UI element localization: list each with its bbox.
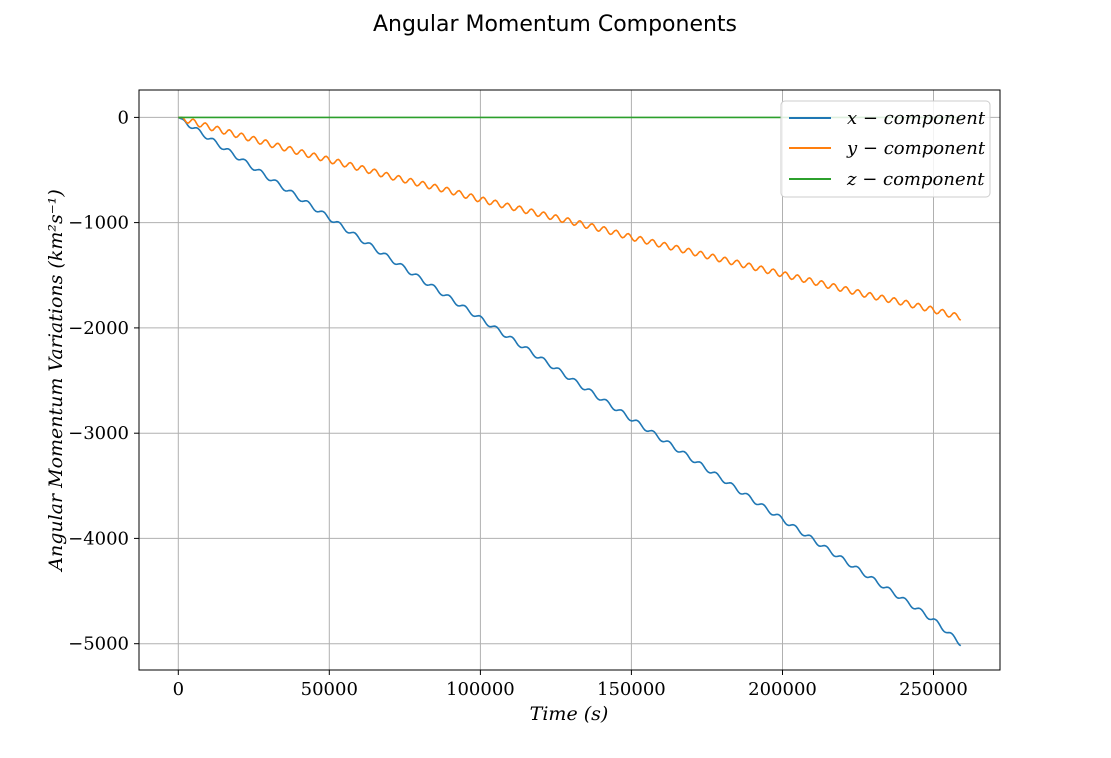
series-line-1 <box>178 116 962 321</box>
y-tick-label: −3000 <box>68 423 129 444</box>
legend-box <box>780 100 991 198</box>
y-tick-label: −2000 <box>68 318 129 339</box>
x-tick-label: 250000 <box>899 679 968 700</box>
x-axis-label: Time (s) <box>530 703 609 725</box>
x-tick-label: 50000 <box>301 679 358 700</box>
x-tick-label: 0 <box>173 679 184 700</box>
chart-title: Angular Momentum Components <box>373 12 737 37</box>
legend-label-z: z − component <box>846 169 985 190</box>
x-tick-label: 150000 <box>597 679 666 700</box>
y-tick-label: 0 <box>118 107 129 128</box>
axis-ticks: 0 50000 100000 150000 200000 250000 0 −1000 −200… <box>68 107 968 700</box>
x-tick-label: 100000 <box>446 679 515 700</box>
legend-label-x: x − component <box>847 108 986 129</box>
y-tick-label: −5000 <box>68 634 129 655</box>
legend-label-y: y − component <box>846 138 986 159</box>
plot-frame <box>138 89 1001 671</box>
y-tick-label: −4000 <box>68 528 129 549</box>
y-tick-label: −1000 <box>68 213 129 234</box>
y-axis-label: Angular Momentum Variations (km²s⁻¹) <box>45 189 67 573</box>
series-line-0 <box>177 116 962 647</box>
x-tick-label: 200000 <box>748 679 817 700</box>
legend: x − component y − component z − componen… <box>780 100 991 198</box>
